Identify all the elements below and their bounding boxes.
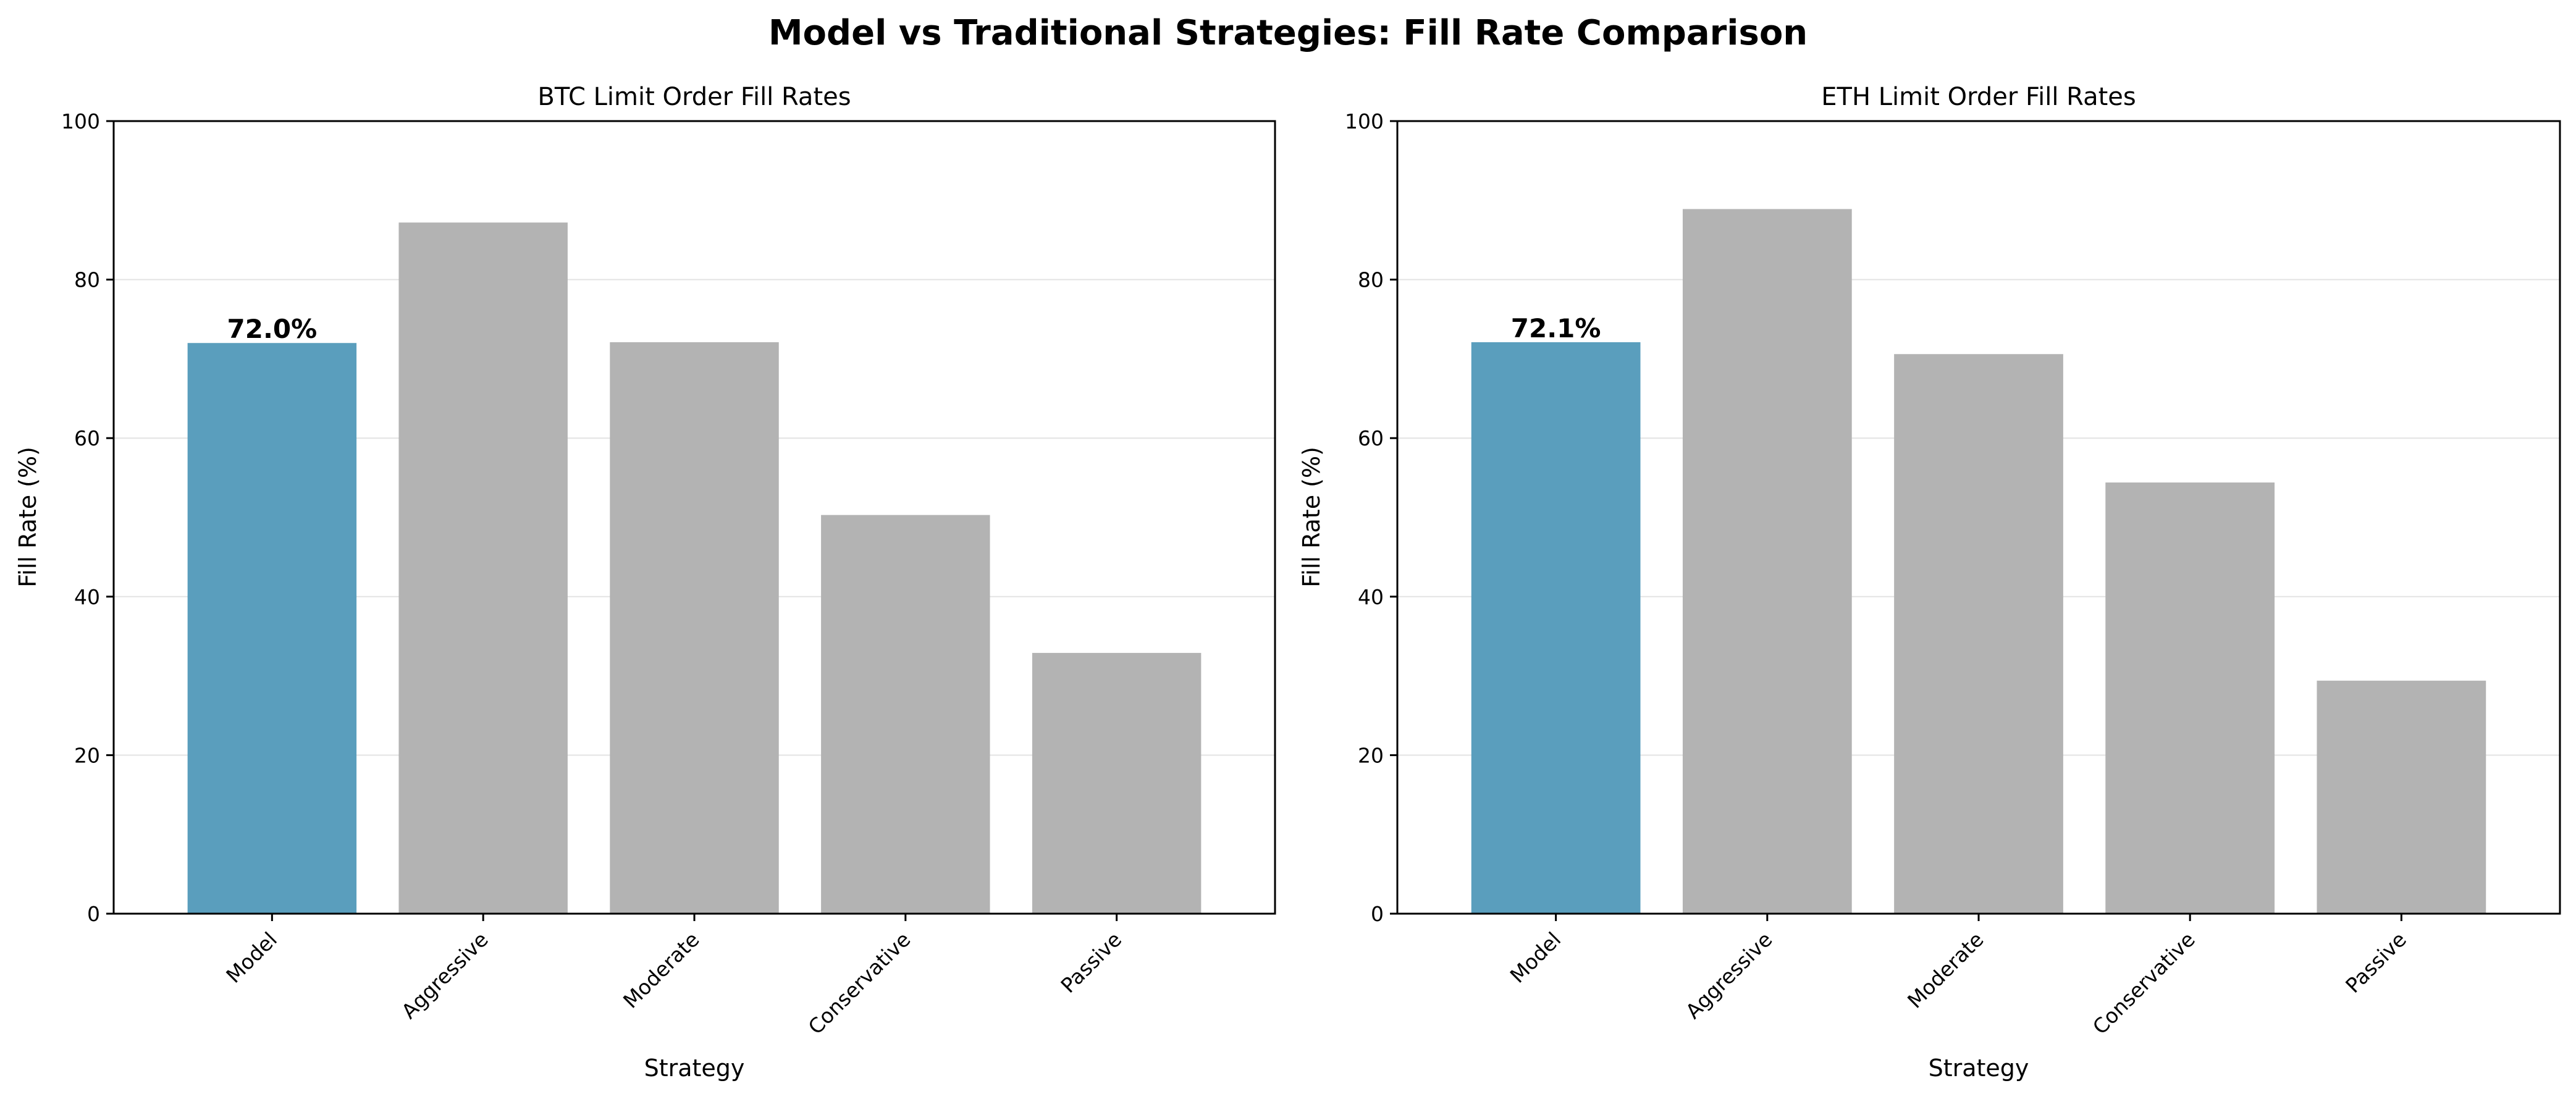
chart-title: BTC Limit Order Fill Rates [537, 83, 851, 111]
chart-title: ETH Limit Order Fill Rates [1821, 83, 2136, 111]
x-axis-ticks: Model Aggressive Moderate Conservative Passi… [1505, 914, 2411, 1039]
x-tick-label: Moderate [618, 927, 704, 1013]
y-tick-label: 40 [1358, 585, 1384, 609]
bar-passive [1032, 652, 1202, 914]
y-tick-label: 20 [74, 743, 100, 767]
y-tick-label: 20 [1358, 743, 1384, 767]
bar-moderate [1894, 354, 2063, 914]
annotations: 72.0% [227, 314, 318, 344]
x-axis-ticks: Model Aggressive Moderate Conservative Passi… [221, 914, 1126, 1039]
x-tick-label: Moderate [1903, 927, 1989, 1013]
y-axis-ticks: 0 20 40 60 80 100 [61, 109, 114, 926]
y-tick-label: 40 [74, 585, 100, 609]
btc-chart-panel: BTC Limit Order Fill Rates 020406080100 … [14, 83, 1276, 1082]
bar-conservative [2105, 482, 2275, 914]
bar-moderate [610, 342, 779, 914]
bar-conservative [821, 515, 990, 914]
y-tick-label: 0 [87, 902, 100, 926]
bar-model [1471, 342, 1641, 914]
x-tick-label: Passive [2341, 927, 2411, 998]
y-axis-label: Fill Rate (%) [1298, 447, 1325, 587]
y-tick-label: 80 [74, 268, 100, 292]
bars [1471, 209, 2486, 914]
x-tick-label: Passive [1056, 927, 1126, 998]
bars [187, 222, 1202, 914]
y-tick-label: 80 [1358, 268, 1384, 292]
bar-passive [2317, 680, 2486, 914]
y-tick-label: 0 [1371, 902, 1384, 926]
y-tick-label: 60 [74, 426, 100, 450]
y-tick-label: 100 [61, 109, 100, 133]
x-tick-label: Conservative [804, 927, 915, 1039]
figure-title: Model vs Traditional Strategies: Fill Ra… [768, 13, 1808, 53]
annotations: 72.1% [1511, 313, 1601, 343]
bar-model [187, 343, 357, 914]
y-axis-ticks: 0 20 40 60 80 100 [1345, 109, 1397, 926]
x-tick-label: Model [1505, 927, 1566, 988]
x-tick-label: Aggressive [1681, 927, 1777, 1024]
x-tick-label: Model [221, 927, 282, 988]
data-label-model: 72.0% [227, 314, 318, 344]
x-tick-label: Aggressive [397, 927, 493, 1024]
y-axis-label: Fill Rate (%) [14, 447, 41, 587]
x-axis-label: Strategy [1929, 1055, 2029, 1082]
eth-chart-panel: ETH Limit Order Fill Rates 020406080100 … [1298, 83, 2561, 1082]
bar-aggressive [398, 222, 568, 914]
data-label-model: 72.1% [1511, 313, 1601, 343]
x-tick-label: Conservative [2088, 927, 2200, 1039]
y-tick-label: 100 [1345, 109, 1384, 133]
x-axis-label: Strategy [644, 1055, 745, 1082]
bar-aggressive [1682, 209, 1852, 914]
y-tick-label: 60 [1358, 426, 1384, 450]
